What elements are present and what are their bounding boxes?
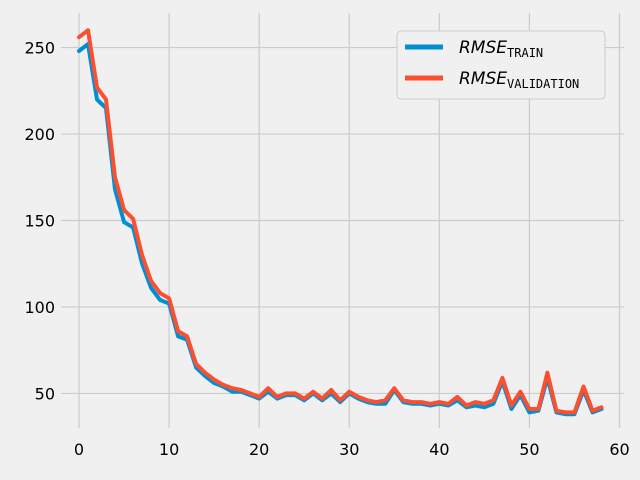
legend-label-train: RMSETRAIN: [459, 38, 543, 60]
x-tick-label: 20: [249, 440, 269, 459]
y-tick-label: 250: [24, 39, 55, 58]
legend-label-validation-name: RMSE: [459, 69, 507, 89]
y-tick-label: 50: [35, 384, 55, 403]
legend: RMSETRAIN RMSEVALIDATION: [396, 30, 606, 100]
x-tick-label: 60: [609, 440, 629, 459]
legend-label-validation: RMSEVALIDATION: [459, 69, 579, 91]
y-tick-label: 200: [24, 125, 55, 144]
y-tick-label: 100: [24, 298, 55, 317]
series-layer: [77, 28, 604, 417]
x-tick-label: 0: [74, 440, 84, 459]
tick-labels: 0 10 20 30 40 50 60 50 100 150 200 250: [24, 39, 629, 459]
legend-label-train-name: RMSE: [459, 38, 507, 58]
series-line-validation: [77, 28, 604, 415]
x-tick-label: 50: [519, 440, 539, 459]
legend-box: [396, 30, 606, 100]
grid-lines: [61, 13, 624, 428]
x-tick-label: 10: [159, 440, 179, 459]
x-tick-label: 40: [429, 440, 449, 459]
x-tick-label: 30: [339, 440, 359, 459]
y-tick-label: 150: [24, 212, 55, 231]
legend-label-train-subscript: TRAIN: [507, 46, 543, 60]
legend-label-validation-subscript: VALIDATION: [507, 77, 579, 91]
